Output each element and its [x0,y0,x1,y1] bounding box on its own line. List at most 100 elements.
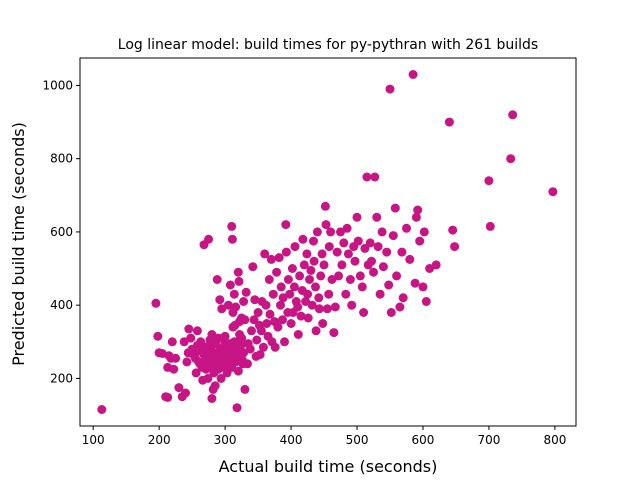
data-point [97,405,107,414]
data-point [485,221,495,231]
data-point [198,342,208,352]
data-point [372,212,382,222]
data-point [373,242,383,252]
x-tick-label: 200 [148,433,171,447]
data-point [235,330,245,339]
data-point [256,326,266,336]
data-point [260,249,270,259]
data-point [231,302,241,312]
data-point [213,357,223,367]
data-point [273,322,283,332]
data-point [342,223,352,233]
x-axis-title: Actual build time (seconds) [219,457,438,476]
data-point [421,297,431,306]
data-point [191,368,201,378]
y-axis: 200 400 600 800 1000 [42,78,80,385]
data-point [341,289,351,299]
data-point [186,333,196,343]
data-point [405,254,415,264]
data-point [301,297,311,306]
data-point [174,383,184,393]
data-point [398,293,408,303]
data-point [312,227,322,237]
data-point [299,260,309,270]
data-point [408,70,418,79]
data-point [255,350,265,360]
data-point [239,297,249,306]
data-point [506,154,516,164]
data-point [384,280,394,290]
data-point [326,227,336,237]
y-tick-label: 800 [50,152,73,166]
data-point [418,282,428,292]
data-point [216,373,226,383]
data-point [369,267,378,277]
data-point [283,275,293,284]
data-point [262,319,272,328]
data-point [375,289,385,299]
data-point [411,212,421,222]
y-tick-label: 200 [50,371,73,385]
data-point [392,271,402,281]
data-point [195,359,205,369]
x-tick-label: 800 [543,433,566,447]
x-tick-label: 500 [346,433,369,447]
x-axis: 100 200 300 400 500 600 700 800 [82,426,566,447]
plot-area [79,57,577,427]
data-point [281,247,291,257]
data-point [336,227,345,237]
data-point [240,315,250,325]
data-point [295,271,305,281]
x-tick-label: 700 [477,433,500,447]
data-point [222,361,232,371]
data-point [169,364,179,374]
data-point [309,236,318,246]
data-point [258,342,268,352]
data-point [248,262,258,272]
data-point [388,231,398,241]
data-point [367,256,376,266]
data-point [217,304,227,314]
data-point [234,276,244,286]
data-point [278,315,287,325]
data-point [319,260,329,270]
data-point [167,337,177,347]
data-point [250,295,260,305]
data-point [303,313,313,323]
data-point [171,353,181,363]
data-point [261,300,271,310]
data-point [306,265,316,275]
data-point [229,289,239,299]
data-point [289,282,299,292]
data-point [285,289,295,299]
data-point [307,300,317,310]
data-point [357,282,367,292]
data-point [278,293,288,303]
data-point [484,176,494,186]
data-point [252,335,262,345]
data-point [225,280,235,290]
data-point [233,366,243,376]
data-point [450,242,460,252]
data-point [203,373,213,383]
data-point [215,295,225,305]
x-tick-label: 400 [280,433,303,447]
data-point [448,225,458,235]
data-point [253,308,263,317]
data-point [322,304,332,314]
data-point [220,331,230,341]
data-point [245,344,255,354]
data-point [508,110,518,120]
data-point [305,275,314,284]
data-point [302,249,312,259]
data-point [227,221,237,231]
data-point [370,172,380,182]
data-point [286,319,296,328]
data-point [266,254,276,264]
data-point [410,278,420,288]
data-point [276,300,285,310]
data-point [324,242,334,252]
data-point [415,236,425,246]
